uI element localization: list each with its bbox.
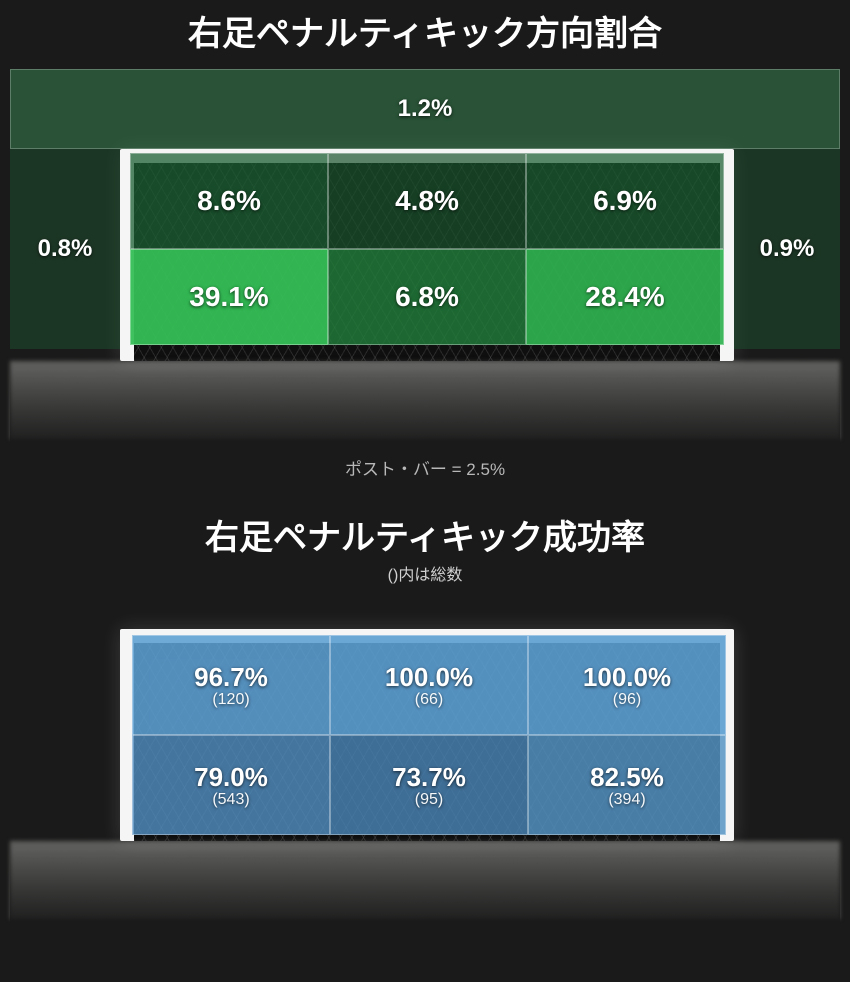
zone-count: (95) xyxy=(415,791,443,809)
goal-zone-2: 100.0%(96) xyxy=(528,635,726,735)
zone-value: 8.6% xyxy=(197,185,261,217)
goal-zone-4: 6.8% xyxy=(328,249,526,345)
success-title: 右足ペナルティキック成功率 xyxy=(0,510,850,559)
success-subtitle: ()内は総数 xyxy=(0,561,850,585)
goal-zone-5: 28.4% xyxy=(526,249,724,345)
direction-section: 右足ペナルティキック方向割合 1.2%0.8% 0.9% 8.6% 4.8% 6.9% 3… xyxy=(0,6,850,480)
goal-zone-5: 82.5%(394) xyxy=(528,735,726,835)
zone-value: 4.8% xyxy=(395,185,459,217)
zone-count: (66) xyxy=(415,691,443,709)
goal-zone-0: 8.6% xyxy=(130,153,328,249)
zone-count: (543) xyxy=(212,791,249,809)
zone-count: (96) xyxy=(613,691,641,709)
goal-zone-4: 73.7%(95) xyxy=(330,735,528,835)
zone-value: 79.0% xyxy=(194,762,268,793)
zone-count: (120) xyxy=(212,691,249,709)
success-goal: 96.7%(120)100.0%(66)100.0%(96)79.0%(543)… xyxy=(10,599,840,929)
zone-value: 28.4% xyxy=(585,281,664,313)
zone-over-bar: 1.2% xyxy=(10,69,840,149)
zone-count: (394) xyxy=(608,791,645,809)
goal-zone-0: 96.7%(120) xyxy=(132,635,330,735)
zone-value: 100.0% xyxy=(583,662,671,693)
zone-wide-right: 0.9% xyxy=(734,149,840,349)
goal-zone-2: 6.9% xyxy=(526,153,724,249)
direction-footnote: ポスト・バー = 2.5% xyxy=(0,455,850,480)
zone-wide-left: 0.8% xyxy=(10,149,120,349)
success-section: 右足ペナルティキック成功率 ()内は総数 96.7%(120)100.0%(66… xyxy=(0,510,850,929)
goal-zone-3: 39.1% xyxy=(130,249,328,345)
zone-value: 6.8% xyxy=(395,281,459,313)
zone-value: 73.7% xyxy=(392,762,466,793)
goal-zone-1: 4.8% xyxy=(328,153,526,249)
zone-value: 82.5% xyxy=(590,762,664,793)
direction-goal: 1.2%0.8% 0.9% 8.6% 4.8% 6.9% 39.1% 6.8% 28.4% xyxy=(10,69,840,449)
zone-value: 39.1% xyxy=(189,281,268,313)
goal-zone-1: 100.0%(66) xyxy=(330,635,528,735)
zone-value: 100.0% xyxy=(385,662,473,693)
direction-title: 右足ペナルティキック方向割合 xyxy=(0,6,850,55)
goal-zone-3: 79.0%(543) xyxy=(132,735,330,835)
zone-value: 96.7% xyxy=(194,662,268,693)
zone-value: 6.9% xyxy=(593,185,657,217)
